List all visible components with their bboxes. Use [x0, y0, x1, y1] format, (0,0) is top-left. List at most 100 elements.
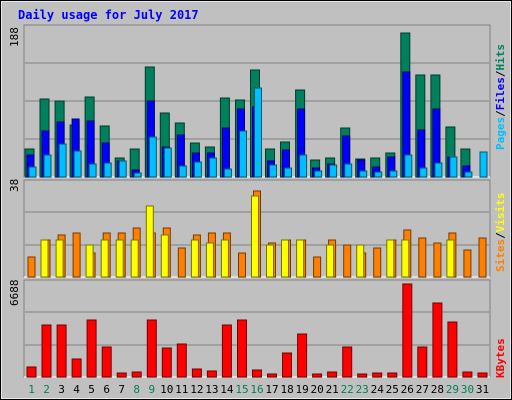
x-tick-label-day-20: 20 — [310, 383, 323, 396]
x-tick-label-day-13: 13 — [205, 383, 218, 396]
hits-files-pages-panel — [23, 24, 491, 178]
x-tick-label-day-21: 21 — [326, 383, 339, 396]
pages-bar-day-4 — [73, 150, 82, 178]
kbytes-bar-day-11 — [176, 343, 187, 378]
kbytes-bar-day-19 — [297, 333, 308, 378]
x-tick-label-day-16: 16 — [250, 383, 263, 396]
pages-bar-day-25 — [389, 170, 398, 178]
visits-bar-day-2 — [40, 239, 49, 278]
legend-sites: Sites — [494, 239, 507, 272]
x-tick-label-day-27: 27 — [416, 383, 429, 396]
legend-hits: Hits — [494, 44, 507, 71]
kbytes-bar-day-28 — [432, 302, 443, 378]
kbytes-bar-day-3 — [56, 324, 67, 378]
panel1-ymax-label: 188 — [8, 27, 21, 47]
sites-bar-day-30 — [463, 249, 472, 278]
visits-bar-day-21 — [326, 244, 335, 278]
panel2-legend: Sites/Visits — [494, 193, 507, 273]
x-tick-label-day-19: 19 — [295, 383, 308, 396]
pages-bar-day-11 — [178, 165, 187, 178]
pages-bar-day-14 — [223, 168, 232, 178]
x-tick-label-day-30: 30 — [461, 383, 474, 396]
x-tick-label-day-9: 9 — [148, 383, 155, 396]
legend-kbytes: KBytes — [494, 338, 507, 378]
visits-bar-day-16 — [251, 195, 259, 278]
x-tick-label-day-29: 29 — [446, 383, 459, 396]
x-tick-label-day-31: 31 — [476, 383, 489, 396]
kbytes-bar-day-22 — [342, 346, 353, 378]
x-tick-label-day-25: 25 — [386, 383, 399, 396]
x-tick-label-day-11: 11 — [175, 383, 188, 396]
x-tick-label-day-12: 12 — [190, 383, 203, 396]
pages-bar-day-17 — [269, 164, 277, 178]
kbytes-bar-day-30 — [462, 371, 473, 378]
visits-bar-day-13 — [205, 242, 214, 278]
visits-bar-day-5 — [85, 244, 94, 278]
x-tick-label-day-17: 17 — [265, 383, 278, 396]
x-tick-label-day-23: 23 — [356, 383, 369, 396]
pages-bar-day-5 — [88, 163, 97, 178]
panel1-legend: Pages/Files/Hits — [494, 44, 507, 150]
pages-bar-day-12 — [193, 161, 202, 178]
pages-bar-day-28 — [434, 162, 443, 178]
kbytes-bar-day-20 — [312, 373, 323, 378]
pages-bar-day-9 — [148, 136, 157, 178]
kbytes-bar-day-2 — [41, 324, 52, 378]
kbytes-bar-day-29 — [447, 321, 458, 378]
kbytes-bar-day-23 — [357, 373, 368, 378]
kbytes-bar-day-25 — [387, 372, 398, 378]
sites-bar-day-22 — [343, 244, 352, 278]
pages-bar-day-8 — [133, 172, 142, 178]
visits-bar-day-12 — [190, 239, 199, 278]
kbytes-bar-day-8 — [131, 371, 142, 378]
pages-bar-day-20 — [314, 170, 323, 178]
panel-frame — [23, 279, 491, 378]
x-tick-label-day-14: 14 — [220, 383, 234, 396]
pages-bar-day-31 — [479, 151, 488, 178]
pages-bar-day-13 — [208, 157, 217, 178]
x-axis-labels: 1 2 3 4 5 6 7 8 9 10 11 12 13 14 15 16 17 18 19 20 21 22 23 24 2… — [28, 383, 489, 396]
kbytes-bar-day-21 — [327, 371, 338, 378]
x-tick-label-day-26: 26 — [401, 383, 414, 396]
sites-bar-day-4 — [72, 232, 81, 278]
kbytes-bar-day-14 — [221, 324, 232, 378]
sites-visits-panel — [23, 179, 491, 278]
x-tick-label-day-10: 10 — [160, 383, 173, 396]
visits-bar-day-6 — [100, 239, 109, 278]
kbytes-bar-day-24 — [372, 372, 383, 378]
x-tick-label-day-4: 4 — [73, 383, 80, 396]
x-tick-label-day-1: 1 — [28, 383, 35, 396]
legend-files: Files — [494, 77, 507, 110]
sites-bar-day-1 — [27, 256, 36, 278]
kbytes-bar-day-13 — [206, 370, 217, 378]
pages-bar-day-23 — [359, 170, 368, 178]
x-tick-label-day-18: 18 — [280, 383, 293, 396]
pages-bar-day-26 — [404, 154, 413, 178]
pages-bar-day-27 — [419, 167, 428, 178]
pages-bar-day-18 — [284, 167, 292, 178]
sites-bar-day-20 — [313, 256, 322, 278]
kbytes-bar-day-26 — [402, 283, 413, 378]
pages-bar-day-3 — [58, 143, 67, 178]
x-tick-label-day-7: 7 — [118, 383, 125, 396]
kbytes-bar-day-12 — [191, 368, 202, 378]
pages-bar-day-16 — [254, 87, 262, 178]
kbytes-bar-day-10 — [161, 347, 172, 378]
legend-sep-1: / — [494, 110, 507, 117]
kbytes-bar-day-18 — [282, 352, 292, 378]
kbytes-bar-day-17 — [267, 373, 277, 378]
visits-bar-day-17 — [266, 244, 274, 278]
visits-bar-day-3 — [55, 239, 64, 278]
sites-bar-day-28 — [433, 242, 442, 278]
visits-bar-day-9 — [145, 205, 154, 278]
pages-bar-day-19 — [299, 154, 308, 178]
pages-bar-day-10 — [163, 147, 172, 178]
visits-bar-day-10 — [160, 234, 169, 278]
pages-bar-day-21 — [329, 164, 338, 178]
legend-sep-2: / — [494, 70, 507, 77]
visits-bar-day-8 — [130, 239, 139, 278]
sites-bar-day-15 — [238, 252, 246, 278]
legend-pages: Pages — [494, 117, 507, 150]
legend-visits: Visits — [494, 193, 507, 233]
